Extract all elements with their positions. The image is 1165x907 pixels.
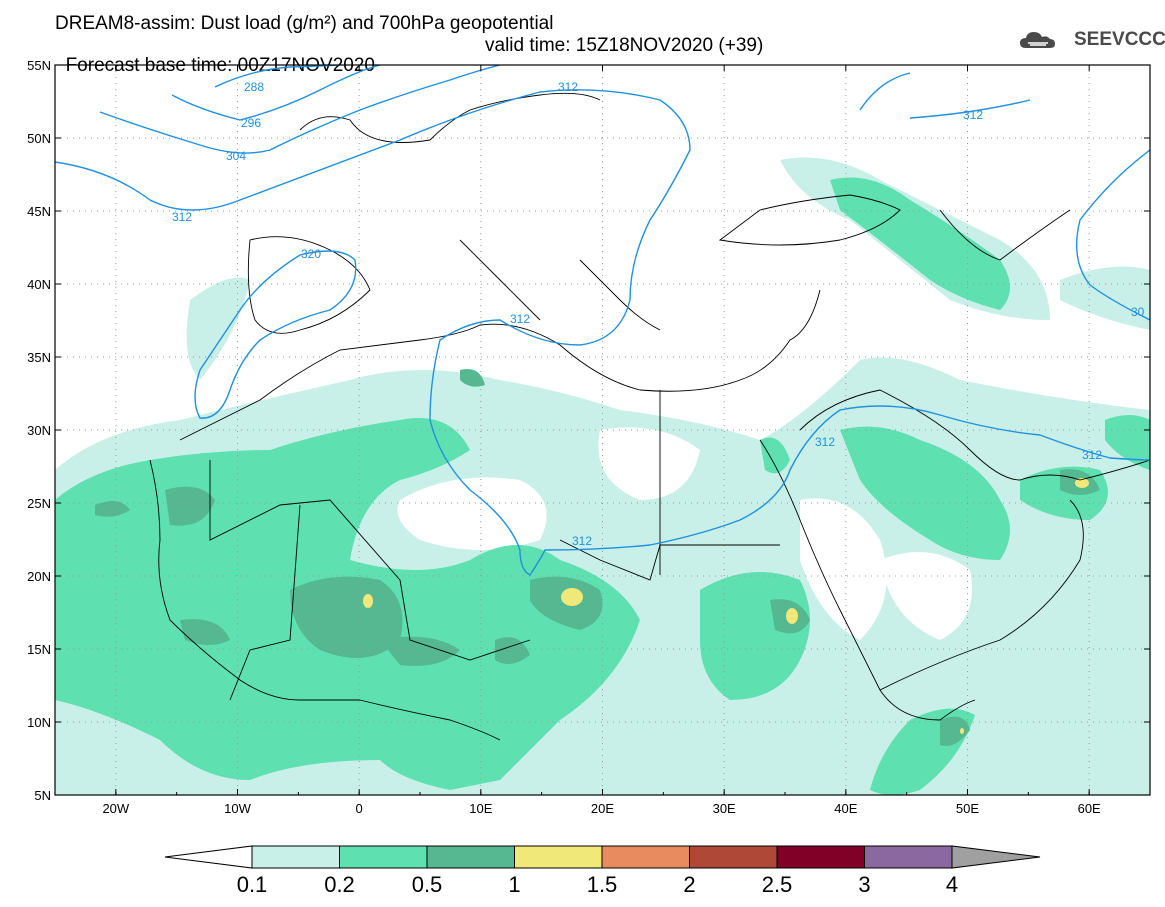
colorbar-tick-label: 0.5 xyxy=(412,872,443,897)
colorbar-tick-label: 2 xyxy=(683,872,695,897)
longitude-label: 10W xyxy=(224,801,251,816)
coastlines xyxy=(149,92,1150,741)
longitude-label: 0 xyxy=(356,801,363,816)
colorbar-swatch xyxy=(339,845,428,869)
colorbar-swatch xyxy=(776,845,865,869)
contour-label: 312 xyxy=(1082,448,1102,462)
contour-label: 304 xyxy=(226,149,246,163)
latitude-label: 20N xyxy=(27,569,51,584)
colorbar-swatch xyxy=(426,845,515,869)
colorbar-swatch xyxy=(601,845,690,869)
colorbar-tick-label: 4 xyxy=(946,872,958,897)
dust-clear-areas xyxy=(110,427,972,640)
latitude-label: 55N xyxy=(27,58,51,73)
longitude-label: 50E xyxy=(956,801,979,816)
colorbar-tick-label: 2.5 xyxy=(762,872,793,897)
geopotential-contours xyxy=(55,65,1150,576)
contour-label: 312 xyxy=(558,80,578,94)
logo-text: SEEVCCC xyxy=(1074,29,1165,50)
colorbar-swatch xyxy=(864,845,953,869)
colorbar-under-arrow xyxy=(164,845,253,869)
longitude-label: 60E xyxy=(1078,801,1101,816)
longitude-axis: 20W 10W 0 10E 20E 30E 40E 50E 60E xyxy=(54,65,1151,816)
longitude-label: 10E xyxy=(469,801,492,816)
colorbar-tick-label: 3 xyxy=(858,872,870,897)
contour-label: 312 xyxy=(510,312,530,326)
contour-label: 312 xyxy=(815,435,835,449)
dust-high-layer xyxy=(363,478,1089,734)
latitude-label: 35N xyxy=(27,350,51,365)
grid-lines xyxy=(55,65,1150,795)
latitude-label: 50N xyxy=(27,131,51,146)
colorbar-swatch xyxy=(251,845,340,869)
cloud-logo-icon xyxy=(1020,32,1055,48)
colorbar-tick-label: 0.2 xyxy=(324,872,355,897)
latitude-label: 10N xyxy=(27,715,51,730)
contour-label: 320 xyxy=(301,247,321,261)
contour-label: 312 xyxy=(572,534,592,548)
contour-label: 312 xyxy=(963,108,983,122)
latitude-label: 15N xyxy=(27,642,51,657)
colorbar-swatch xyxy=(689,845,778,869)
colorbar-swatch xyxy=(514,845,603,869)
colorbar-over-arrow xyxy=(951,845,1041,869)
contour-label: 296 xyxy=(241,116,261,130)
dust-field xyxy=(55,157,1150,795)
latitude-axis: 55N 50N 45N 40N 35N 30N 25N 20N 15N 10N 5N xyxy=(27,58,1150,803)
contour-label: 312 xyxy=(172,210,192,224)
colorbar: 0.1 0.2 0.5 1 1.5 2 2.5 3 4 xyxy=(164,845,1041,897)
colorbar-tick-label: 0.1 xyxy=(237,872,268,897)
seevccc-logo: SEEVCCC xyxy=(1018,28,1165,52)
latitude-label: 40N xyxy=(27,277,51,292)
latitude-label: 30N xyxy=(27,423,51,438)
longitude-label: 30E xyxy=(713,801,736,816)
latitude-label: 5N xyxy=(34,788,51,803)
colorbar-tick-label: 1.5 xyxy=(587,872,618,897)
longitude-label: 20E xyxy=(591,801,614,816)
longitude-label: 40E xyxy=(834,801,857,816)
dust-dark-layer xyxy=(95,369,1100,746)
valid-time-text: valid time: 15Z18NOV2020 (+39) xyxy=(485,35,764,56)
contour-label: 30 xyxy=(1131,305,1145,319)
longitude-label: 20W xyxy=(102,801,129,816)
colorbar-tick-label: 1 xyxy=(508,872,520,897)
map-title: DREAM8-assim: Dust load (g/m²) and 700hP… xyxy=(55,13,554,34)
contour-labels: 288 296 304 312 320 312 312 312 312 312 … xyxy=(172,80,1145,548)
contour-label: 288 xyxy=(244,80,264,94)
latitude-label: 45N xyxy=(27,204,51,219)
latitude-label: 25N xyxy=(27,496,51,511)
